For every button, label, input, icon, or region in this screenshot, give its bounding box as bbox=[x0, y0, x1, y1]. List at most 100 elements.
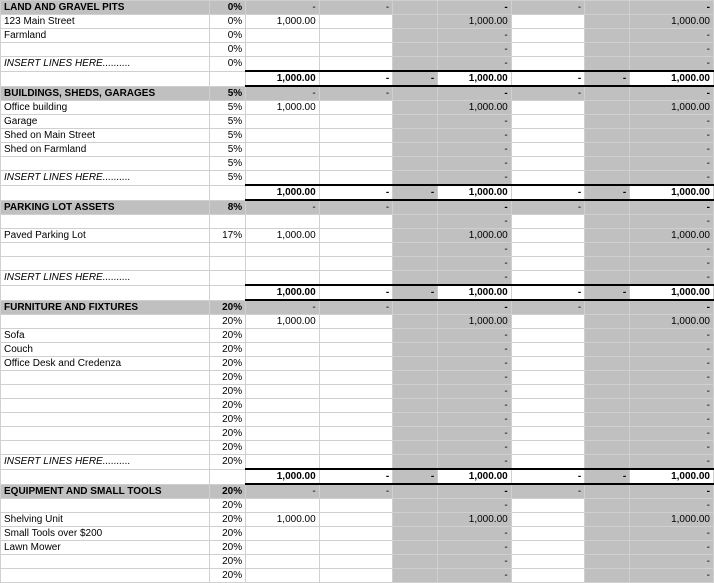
cell[interactable] bbox=[585, 86, 630, 101]
cell[interactable] bbox=[511, 371, 585, 385]
cell[interactable] bbox=[246, 143, 320, 157]
cell[interactable] bbox=[393, 441, 438, 455]
cell[interactable] bbox=[511, 413, 585, 427]
cell[interactable]: - bbox=[246, 200, 320, 215]
cell[interactable] bbox=[393, 315, 438, 329]
cell[interactable] bbox=[246, 385, 320, 399]
cell[interactable] bbox=[511, 527, 585, 541]
cell[interactable]: 20% bbox=[210, 385, 246, 399]
cell[interactable]: 8% bbox=[210, 200, 246, 215]
cell[interactable] bbox=[319, 229, 393, 243]
cell[interactable] bbox=[393, 171, 438, 186]
cell[interactable] bbox=[585, 455, 630, 470]
cell[interactable]: 1,000.00 bbox=[246, 15, 320, 29]
cell[interactable]: BUILDINGS, SHEDS, GARAGES bbox=[1, 86, 210, 101]
cell[interactable] bbox=[511, 357, 585, 371]
cell[interactable]: - bbox=[585, 185, 630, 200]
cell[interactable]: - bbox=[630, 371, 714, 385]
cell[interactable] bbox=[319, 315, 393, 329]
cell[interactable] bbox=[246, 499, 320, 513]
cell[interactable]: - bbox=[438, 257, 512, 271]
cell[interactable]: - bbox=[630, 441, 714, 455]
cell[interactable]: 1,000.00 bbox=[630, 285, 714, 300]
cell[interactable] bbox=[1, 157, 210, 171]
cell[interactable]: 1,000.00 bbox=[246, 229, 320, 243]
cell[interactable] bbox=[585, 115, 630, 129]
cell[interactable]: - bbox=[630, 343, 714, 357]
cell[interactable] bbox=[511, 115, 585, 129]
cell[interactable]: - bbox=[630, 1, 714, 15]
cell[interactable]: - bbox=[511, 469, 585, 484]
cell[interactable]: - bbox=[438, 115, 512, 129]
cell[interactable] bbox=[585, 569, 630, 583]
cell[interactable]: - bbox=[438, 357, 512, 371]
cell[interactable]: 20% bbox=[210, 541, 246, 555]
cell[interactable] bbox=[585, 513, 630, 527]
cell[interactable] bbox=[319, 455, 393, 470]
cell[interactable]: 1,000.00 bbox=[630, 101, 714, 115]
cell[interactable] bbox=[511, 243, 585, 257]
cell[interactable]: Paved Parking Lot bbox=[1, 229, 210, 243]
cell[interactable] bbox=[319, 343, 393, 357]
cell[interactable] bbox=[393, 129, 438, 143]
cell[interactable]: - bbox=[438, 413, 512, 427]
cell[interactable] bbox=[585, 300, 630, 315]
cell[interactable]: 20% bbox=[210, 315, 246, 329]
cell[interactable]: 1,000.00 bbox=[438, 71, 512, 86]
cell[interactable]: - bbox=[438, 385, 512, 399]
cell[interactable] bbox=[393, 527, 438, 541]
cell[interactable] bbox=[319, 399, 393, 413]
cell[interactable] bbox=[246, 115, 320, 129]
cell[interactable] bbox=[210, 469, 246, 484]
cell[interactable]: LAND AND GRAVEL PITS bbox=[1, 1, 210, 15]
cell[interactable]: Office building bbox=[1, 101, 210, 115]
cell[interactable]: 5% bbox=[210, 86, 246, 101]
cell[interactable]: - bbox=[438, 129, 512, 143]
cell[interactable] bbox=[319, 215, 393, 229]
cell[interactable]: 1,000.00 bbox=[438, 513, 512, 527]
cell[interactable] bbox=[393, 271, 438, 286]
cell[interactable]: - bbox=[438, 399, 512, 413]
cell[interactable] bbox=[585, 1, 630, 15]
cell[interactable] bbox=[246, 413, 320, 427]
cell[interactable] bbox=[511, 555, 585, 569]
cell[interactable]: 0% bbox=[210, 29, 246, 43]
cell[interactable]: - bbox=[438, 455, 512, 470]
cell[interactable] bbox=[585, 43, 630, 57]
cell[interactable]: 0% bbox=[210, 57, 246, 72]
cell[interactable] bbox=[319, 569, 393, 583]
cell[interactable]: - bbox=[438, 427, 512, 441]
cell[interactable] bbox=[511, 399, 585, 413]
cell[interactable]: - bbox=[585, 285, 630, 300]
cell[interactable]: - bbox=[393, 71, 438, 86]
cell[interactable]: - bbox=[630, 86, 714, 101]
cell[interactable] bbox=[319, 329, 393, 343]
cell[interactable] bbox=[246, 171, 320, 186]
cell[interactable]: - bbox=[393, 185, 438, 200]
cell[interactable] bbox=[393, 513, 438, 527]
cell[interactable] bbox=[393, 257, 438, 271]
cell[interactable]: Shelving Unit bbox=[1, 513, 210, 527]
cell[interactable] bbox=[511, 101, 585, 115]
cell[interactable] bbox=[319, 541, 393, 555]
cell[interactable] bbox=[393, 101, 438, 115]
cell[interactable]: 20% bbox=[210, 357, 246, 371]
cell[interactable] bbox=[319, 357, 393, 371]
cell[interactable]: EQUIPMENT AND SMALL TOOLS bbox=[1, 484, 210, 499]
cell[interactable]: 1,000.00 bbox=[246, 469, 320, 484]
cell[interactable] bbox=[319, 371, 393, 385]
cell[interactable] bbox=[1, 413, 210, 427]
cell[interactable]: - bbox=[630, 143, 714, 157]
cell[interactable]: - bbox=[630, 115, 714, 129]
cell[interactable] bbox=[585, 229, 630, 243]
cell[interactable] bbox=[585, 15, 630, 29]
cell[interactable]: Office Desk and Credenza bbox=[1, 357, 210, 371]
cell[interactable] bbox=[393, 555, 438, 569]
cell[interactable]: 1,000.00 bbox=[630, 229, 714, 243]
cell[interactable]: - bbox=[319, 71, 393, 86]
cell[interactable] bbox=[1, 399, 210, 413]
cell[interactable]: - bbox=[630, 215, 714, 229]
cell[interactable]: 20% bbox=[210, 427, 246, 441]
cell[interactable]: INSERT LINES HERE.......... bbox=[1, 271, 210, 286]
cell[interactable]: - bbox=[438, 1, 512, 15]
